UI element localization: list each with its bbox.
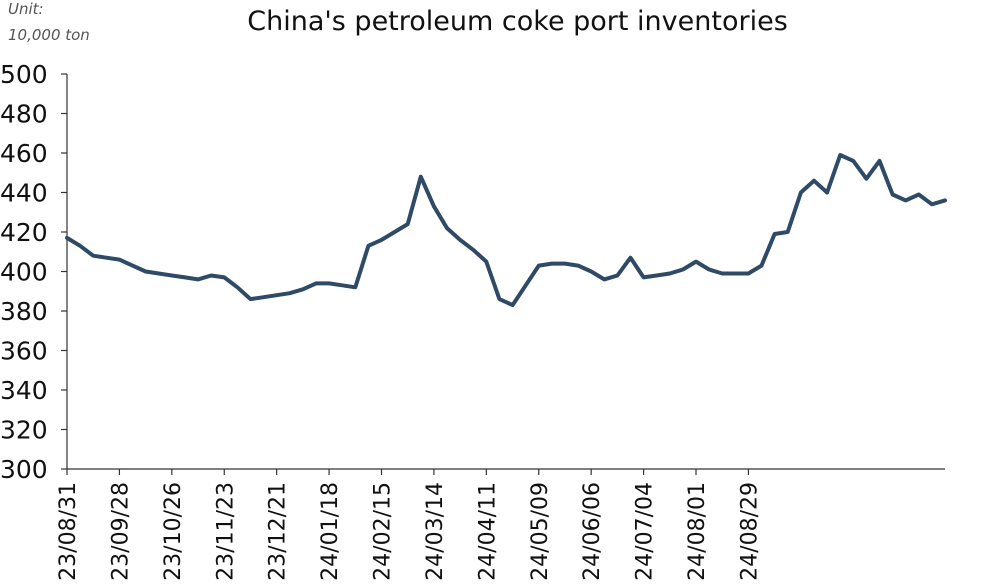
x-tick-label: 23/11/23 [213, 482, 238, 581]
x-tick-label: 24/01/18 [318, 482, 343, 581]
x-tick-label: 24/08/01 [685, 482, 710, 581]
y-tick-label: 420 [0, 218, 48, 247]
x-tick-label: 24/07/04 [633, 482, 658, 581]
x-tick-label: 24/06/06 [580, 482, 605, 581]
y-tick-label: 300 [0, 455, 48, 484]
x-tick-label: 24/08/29 [737, 482, 762, 581]
x-tick-label: 23/12/21 [266, 482, 291, 581]
unit-label-line2: 10,000 ton [8, 26, 90, 44]
x-tick-label: 23/10/26 [161, 482, 186, 581]
x-tick-label: 23/09/28 [108, 482, 133, 581]
chart-title: China's petroleum coke port inventories [247, 6, 788, 37]
x-tick-label: 24/04/11 [475, 482, 500, 581]
y-tick-label: 340 [0, 376, 48, 405]
series-line [65, 153, 947, 308]
y-tick-label: 500 [0, 60, 48, 89]
x-tick-label: 23/08/31 [56, 482, 81, 581]
y-tick-label: 360 [0, 337, 48, 366]
x-tick-label: 24/03/14 [423, 482, 448, 581]
y-tick-label: 380 [0, 297, 48, 326]
x-tick-label: 24/05/09 [528, 482, 553, 581]
y-tick-label: 440 [0, 179, 48, 208]
y-tick-label: 320 [0, 416, 48, 445]
y-tick-label: 480 [0, 100, 48, 129]
y-tick-label: 400 [0, 258, 48, 287]
x-tick-label: 24/02/15 [371, 482, 396, 581]
unit-label-line1: Unit: [8, 0, 44, 18]
y-tick-label: 460 [0, 139, 48, 168]
